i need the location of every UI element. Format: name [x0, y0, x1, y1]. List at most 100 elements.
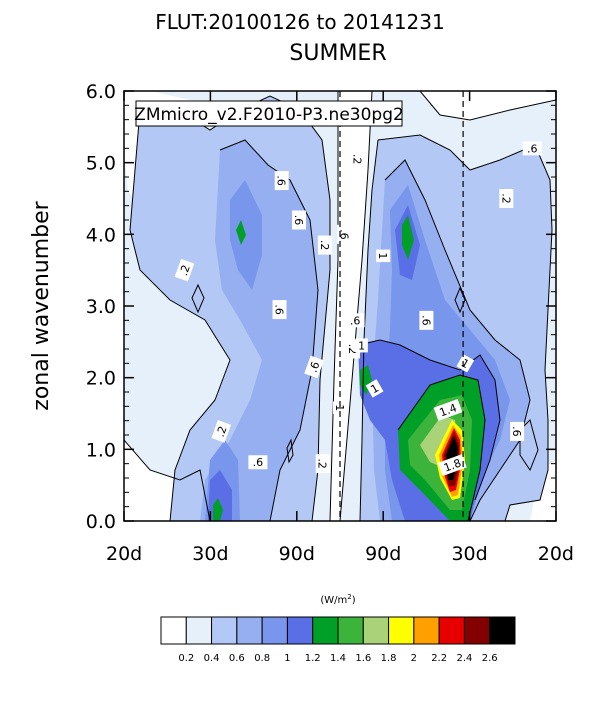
contour-line — [329, 91, 339, 521]
contour-label: .2 — [499, 189, 514, 208]
contour-label: .6 — [337, 224, 352, 244]
contour-label: 1 — [365, 379, 384, 398]
contour-line — [191, 283, 205, 314]
contour-label-bg — [248, 455, 268, 470]
colorbar-label: 1.8 — [381, 653, 397, 664]
colorbar-box — [160, 616, 187, 645]
contour-line — [124, 439, 211, 521]
contour-line — [397, 374, 486, 521]
fill-level-1_2-left — [213, 498, 223, 521]
contour-label: .2 — [315, 454, 330, 474]
contour-line — [339, 91, 373, 521]
contour-line — [359, 139, 379, 521]
x-tick-label: 90d — [279, 543, 315, 565]
contour-label-bg — [211, 420, 232, 443]
contour-label: .6 — [272, 300, 287, 320]
units-sup: 2 — [347, 593, 351, 601]
contour-label-text: .6 — [253, 456, 264, 469]
contour-line — [219, 139, 319, 521]
colorbar-box — [185, 616, 213, 645]
contour-label-text: .6 — [292, 215, 305, 226]
colorbar-label: 1.6 — [355, 653, 371, 664]
contour-label: 1 — [456, 354, 475, 373]
contour-label-bg — [510, 421, 525, 441]
contour-label: 1 — [355, 338, 368, 353]
contour-label-text: .2 — [214, 424, 230, 438]
contour-label-text: .2 — [316, 458, 329, 469]
y-axis-title: zonal wavenumber — [29, 200, 54, 410]
contour-label: .6 — [522, 141, 542, 156]
y-tick-label: 1.0 — [86, 439, 116, 461]
chart-title: FLUT:20100126 to 20141231 — [155, 10, 444, 34]
contour-line — [129, 109, 231, 521]
x-axis: 20d 30d 90d 90d 30d 20d — [106, 91, 574, 565]
colorbar-box — [362, 616, 390, 645]
contour-label-bg — [345, 313, 365, 328]
contour-label-bg — [456, 354, 475, 373]
contour-label: .2 — [174, 258, 195, 282]
contour-label-text: .6 — [337, 229, 350, 240]
contour-label-text: .2 — [350, 154, 363, 165]
x-tick-label: 20d — [106, 543, 142, 565]
colorbar-box — [211, 616, 238, 645]
colorbar-label: 2.4 — [456, 653, 472, 664]
contour-label: .2 — [211, 420, 232, 443]
model-label: ZMmicro_v2.F2010-P3.ne30pg2 — [134, 105, 404, 125]
fill-level-0_6-left — [200, 140, 318, 521]
contour-label-bg — [433, 398, 463, 421]
colorbar-box — [337, 616, 364, 645]
y-tick-label: 5.0 — [86, 153, 116, 175]
contour-lines — [124, 91, 556, 521]
x-tick-label: 30d — [192, 543, 228, 565]
contour-label-bg — [304, 355, 324, 379]
contour-label-bg — [337, 224, 352, 244]
model-label-box: ZMmicro_v2.F2010-P3.ne30pg2 — [134, 100, 404, 127]
contour-label-bg — [419, 310, 434, 330]
colorbar-box — [463, 616, 491, 645]
contour-label-bg — [365, 379, 384, 398]
colorbar-box — [312, 616, 339, 645]
y-tick-label: 3.0 — [86, 296, 116, 318]
colorbar-box — [261, 616, 288, 645]
contour-label-text: 1 — [358, 339, 365, 352]
y-tick-label: 6.0 — [86, 81, 116, 103]
contour-label-text: 1 — [376, 252, 389, 259]
units-prefix: (W/m — [320, 595, 347, 606]
contour-label-text: .2 — [499, 193, 512, 204]
contour-labels: .2 .2 .6 .6 .6 .6 .6 .2 .2 .2 .2 .6 .6 1 1 1 1 .6 1 1.4 1.8.… — [174, 141, 542, 477]
contour-label: .6 — [419, 310, 434, 330]
contour-line — [377, 134, 553, 521]
contour-label: .6 — [291, 210, 306, 230]
fill-level-0_0-right — [420, 91, 556, 120]
contour-line — [454, 286, 466, 314]
colorbar-label: 2.6 — [482, 653, 498, 664]
y-tick-label: 0.0 — [86, 511, 116, 533]
y-tick-label: 2.0 — [86, 368, 116, 390]
fill-level-1_2-left-b — [236, 220, 246, 245]
contour-line — [419, 91, 556, 121]
contour-label: .6 — [304, 355, 324, 379]
contour-label-bg — [291, 210, 306, 230]
colorbar-label: 2 — [411, 653, 417, 664]
x-tick-label: 20d — [538, 543, 574, 565]
contour-label-bg — [355, 338, 368, 353]
contour-label-text: .2 — [346, 344, 359, 355]
colorbar-label: 1.4 — [330, 653, 346, 664]
contour-label-text: 1.8 — [442, 456, 463, 474]
svg-text:(W/m2): (W/m2) — [320, 593, 355, 606]
reference-lines — [339, 91, 464, 521]
contour-label-bg — [317, 235, 332, 255]
units-suffix: ) — [352, 595, 356, 606]
colorbar-box — [286, 616, 314, 645]
colorbar-box — [413, 616, 440, 645]
colorbar-box — [489, 616, 516, 645]
contour-label-text: .6 — [419, 315, 432, 326]
contour-label: .6 — [274, 171, 289, 191]
contour-label-text: 1.4 — [438, 401, 459, 419]
contour-label-text: .6 — [350, 314, 361, 327]
colorbar-units: (W/m2) — [320, 593, 355, 606]
contour-label: .2 — [317, 235, 332, 255]
colorbar-label: 0.8 — [254, 653, 270, 664]
contour-label-bg — [333, 401, 347, 415]
